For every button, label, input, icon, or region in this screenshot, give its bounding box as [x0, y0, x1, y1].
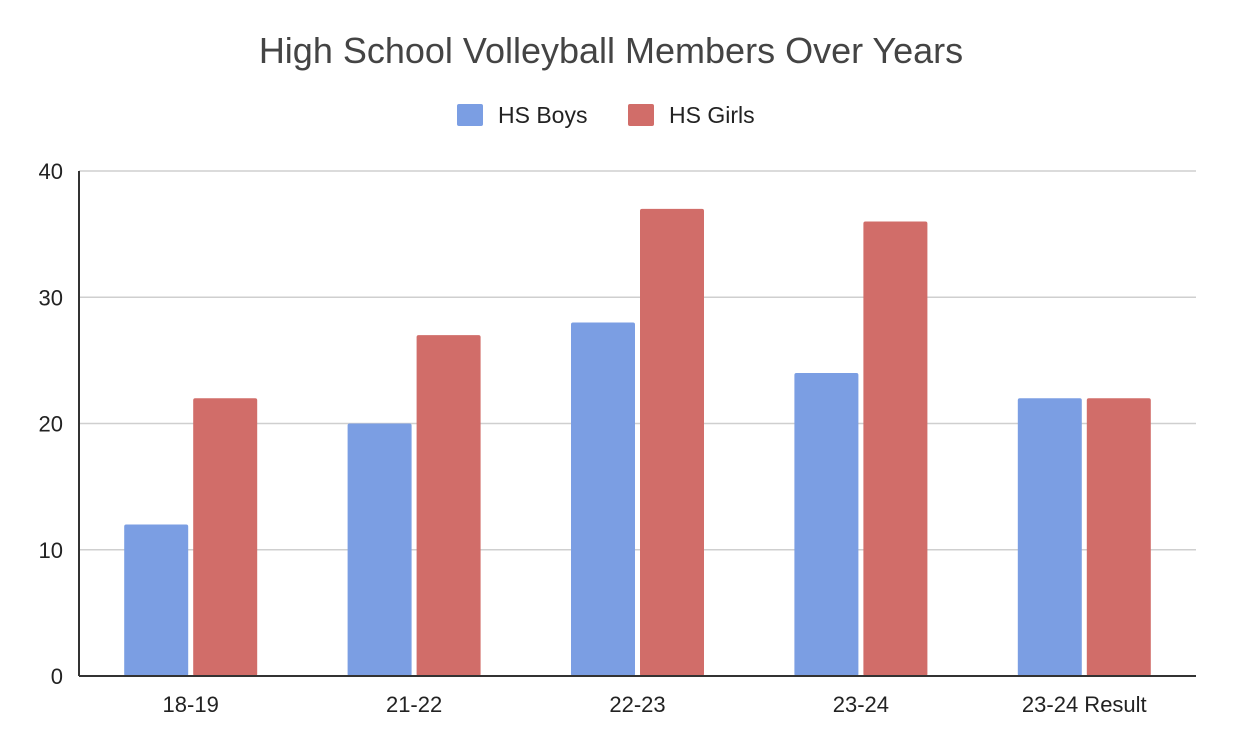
bar-hs-boys-0 [124, 524, 189, 676]
gridlines [79, 170, 1196, 551]
legend: HS Boys HS Girls [457, 102, 755, 128]
legend-swatch-hs-girls [628, 104, 654, 126]
bar-hs-boys-2 [571, 322, 635, 676]
bar-hs-boys-4 [1017, 398, 1082, 676]
bar-hs-boys-1 [347, 423, 412, 676]
y-tick-label: 20 [39, 412, 63, 437]
bar-hs-boys-3 [794, 373, 859, 676]
y-tick-label: 40 [39, 159, 63, 184]
legend-swatch-hs-boys [457, 104, 483, 126]
bars [124, 208, 1151, 676]
x-tick-label: 18-19 [163, 692, 219, 717]
x-tick-label: 21-22 [386, 692, 442, 717]
y-tick-label: 30 [39, 285, 63, 310]
x-tick-label: 23-24 [833, 692, 889, 717]
y-tick-label: 10 [39, 538, 63, 563]
legend-label-hs-girls: HS Girls [669, 102, 755, 128]
bar-hs-girls-1 [416, 335, 481, 676]
bar-hs-girls-4 [1086, 398, 1151, 676]
x-tick-label: 23-24 Result [1022, 692, 1147, 717]
bar-hs-girls-3 [863, 221, 928, 676]
bar-hs-girls-2 [640, 208, 704, 676]
legend-label-hs-boys: HS Boys [498, 102, 587, 128]
bar-hs-girls-0 [193, 398, 258, 676]
x-tick-label: 22-23 [609, 692, 665, 717]
y-tick-label: 0 [51, 664, 63, 689]
chart-title: High School Volleyball Members Over Year… [259, 30, 963, 71]
y-axis-ticks: 0 10 20 30 40 [39, 159, 63, 689]
x-axis-ticks: 18-19 21-22 22-23 23-24 23-24 Result [163, 692, 1147, 717]
